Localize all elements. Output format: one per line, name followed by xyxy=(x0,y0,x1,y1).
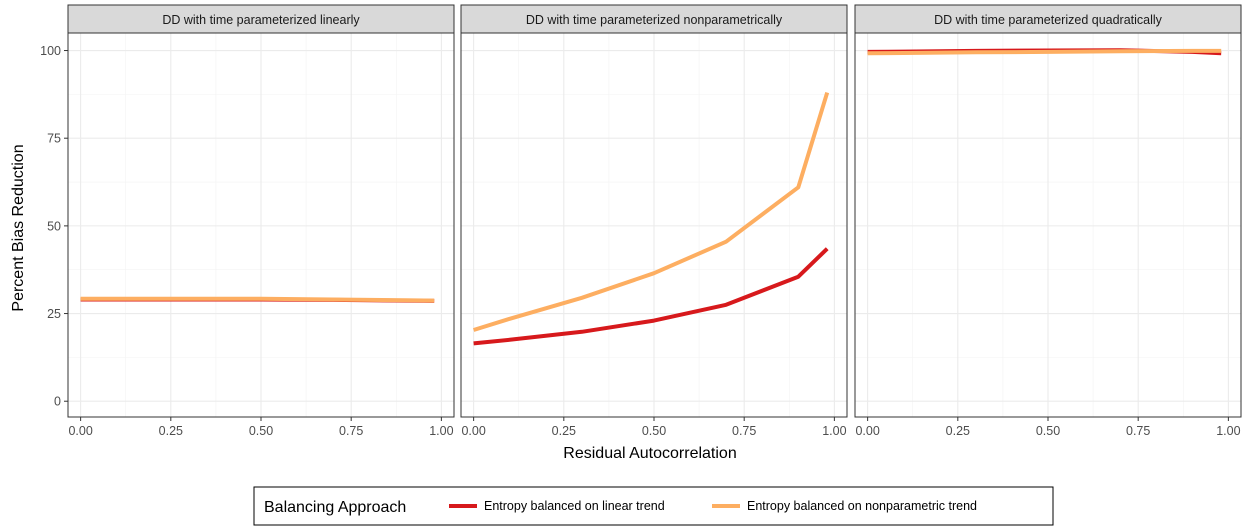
x-tick-label: 0.75 xyxy=(339,424,363,438)
series-line-linear-trend xyxy=(473,247,829,346)
facet-strip-title: DD with time parameterized quadratically xyxy=(934,13,1163,27)
facet-strip xyxy=(854,4,1242,34)
y-tick-label: 100 xyxy=(40,44,61,58)
x-tick-label: 0.50 xyxy=(249,424,273,438)
x-tick-label: 0.25 xyxy=(946,424,970,438)
x-tick-label: 0.00 xyxy=(461,424,485,438)
facet-panel-1: DD with time parameterized linearly 0.00 0… xyxy=(67,4,455,438)
legend-label-linear: Entropy balanced on linear trend xyxy=(484,499,665,513)
x-tick-label: 0.25 xyxy=(552,424,576,438)
legend-title: Balancing Approach xyxy=(264,499,406,516)
series-line-nonparametric-trend xyxy=(867,48,1222,56)
x-axis-title: Residual Autocorrelation xyxy=(563,445,736,462)
legend: Balancing Approach Entropy balanced on l… xyxy=(253,486,1054,526)
y-tick-label: 0 xyxy=(54,395,61,409)
facet-strip-title: DD with time parameterized nonparametric… xyxy=(526,13,783,27)
legend-label-nonparametric: Entropy balanced on nonparametric trend xyxy=(747,499,977,513)
facet-strip xyxy=(460,4,848,34)
x-tick-label: 0.50 xyxy=(1036,424,1060,438)
x-tick-label: 0.75 xyxy=(732,424,756,438)
x-tick-label: 0.00 xyxy=(855,424,879,438)
x-tick-label: 1.00 xyxy=(1216,424,1240,438)
y-tick-label: 50 xyxy=(47,219,61,233)
y-tick-label: 75 xyxy=(47,132,61,146)
facet-panel-3: DD with time parameterized quadratically… xyxy=(854,4,1242,438)
facet-strip xyxy=(67,4,455,34)
x-tick-label: 0.75 xyxy=(1126,424,1150,438)
facet-panel-2: DD with time parameterized nonparametric… xyxy=(460,4,848,438)
series-line-nonparametric-trend xyxy=(80,296,435,303)
x-tick-label: 1.00 xyxy=(822,424,846,438)
x-tick-label: 0.50 xyxy=(642,424,666,438)
x-tick-label: 1.00 xyxy=(429,424,453,438)
x-tick-label: 0.00 xyxy=(68,424,92,438)
y-tick-label: 25 xyxy=(47,307,61,321)
legend-box xyxy=(253,486,1054,526)
facet-strip-title: DD with time parameterized linearly xyxy=(162,13,360,27)
y-axis-title: Percent Bias Reduction xyxy=(10,144,27,311)
x-tick-label: 0.25 xyxy=(159,424,183,438)
facet-panels: DD with time parameterized linearly 0.00 0… xyxy=(40,4,1242,438)
series-line-nonparametric-trend xyxy=(473,92,830,332)
